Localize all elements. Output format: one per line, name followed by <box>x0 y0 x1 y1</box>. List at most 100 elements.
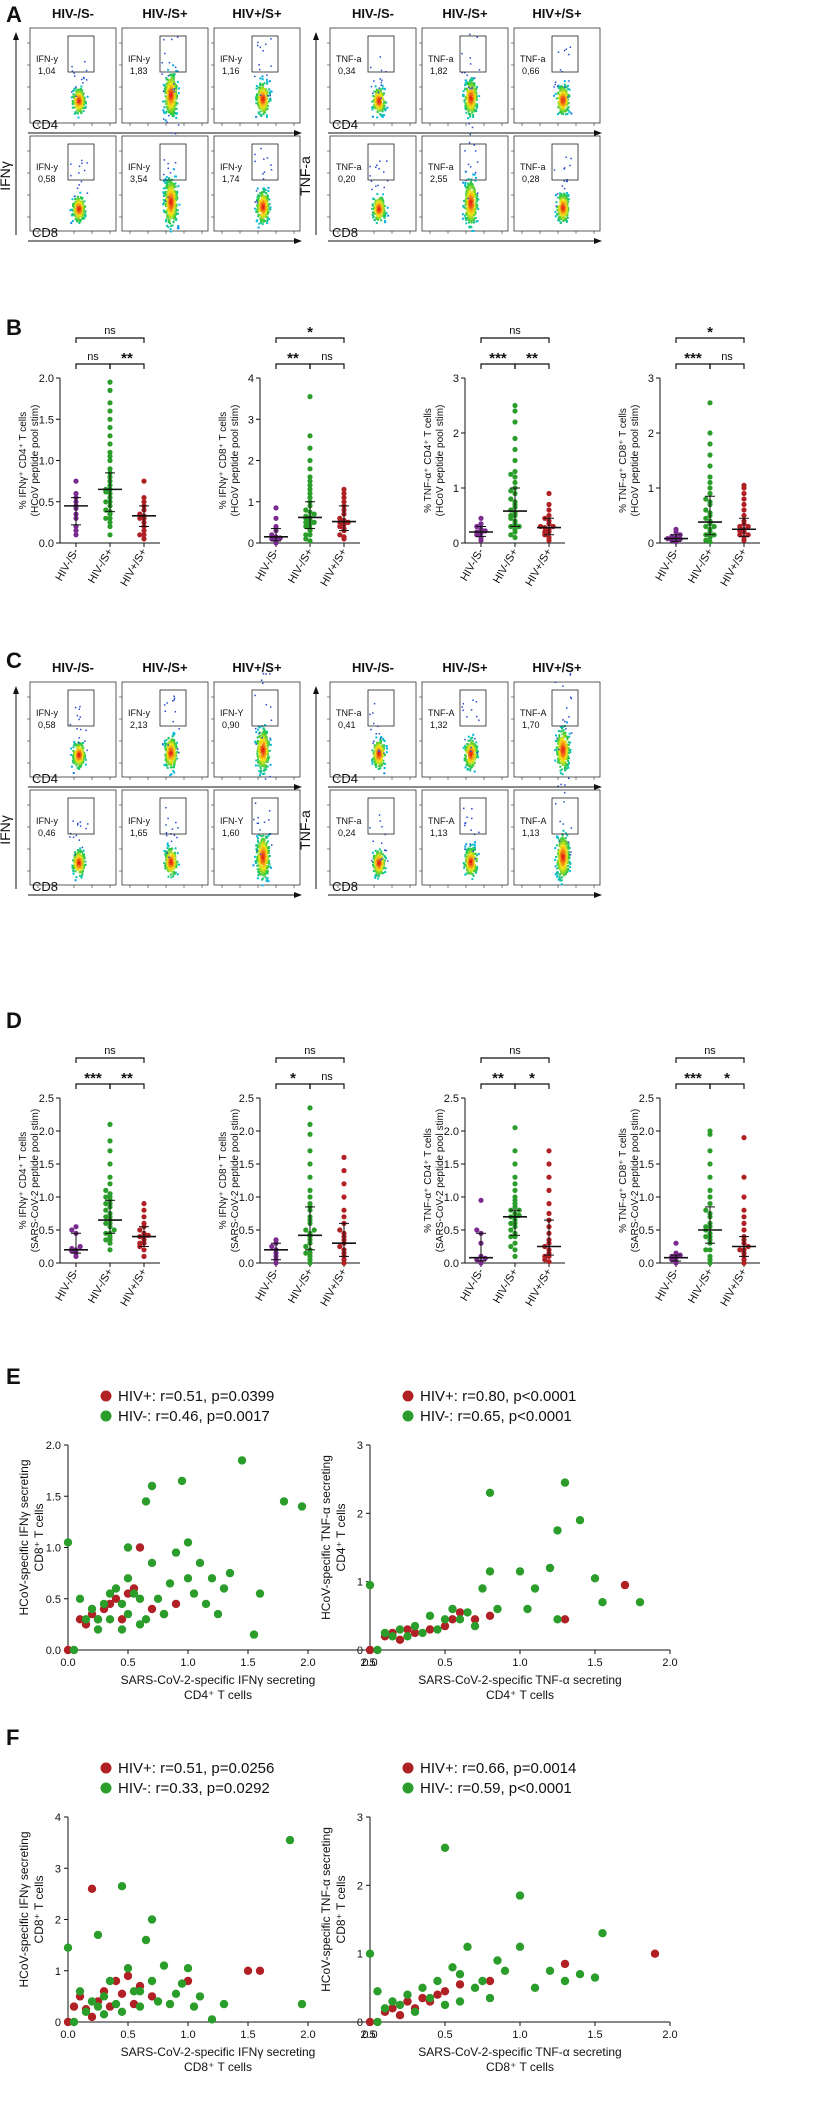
event-dot <box>471 78 474 81</box>
event-dot <box>81 873 84 876</box>
event-dot <box>470 96 473 99</box>
event-dot <box>258 733 260 735</box>
event-dot <box>558 104 561 107</box>
event-dot <box>558 217 561 220</box>
plot-frame <box>121 789 209 886</box>
panel-label-d: D <box>6 1008 22 1033</box>
event-dot <box>381 84 384 87</box>
gate-label: IFN-y <box>128 816 150 826</box>
event-dot <box>270 169 273 171</box>
event-dot <box>464 96 467 99</box>
event-dot <box>257 41 259 44</box>
event-dot <box>269 673 271 675</box>
event-dot <box>262 682 264 685</box>
gate-percentage: 0,28 <box>522 174 540 184</box>
event-dot <box>477 208 480 211</box>
event-dot <box>465 194 468 197</box>
event-dot <box>258 203 261 206</box>
event-dot <box>473 82 476 85</box>
flow-plot: IFN-y1,04 <box>27 27 117 126</box>
event-dot <box>170 869 173 872</box>
event-dot <box>173 699 175 701</box>
event-dot <box>557 84 560 87</box>
event-dot <box>469 100 472 103</box>
event-dot <box>78 98 81 101</box>
event-dot <box>262 871 265 874</box>
event-dot <box>563 203 566 206</box>
event-dot <box>461 213 464 216</box>
event-dot <box>169 748 172 751</box>
event-dot <box>469 166 472 168</box>
event-dot <box>265 742 268 744</box>
event-dot <box>169 774 172 777</box>
cell-population <box>254 147 273 229</box>
event-dot <box>463 206 466 209</box>
event-dot <box>267 850 270 852</box>
event-dot <box>73 742 76 745</box>
event-dot <box>256 202 259 204</box>
event-dot <box>164 119 167 122</box>
event-dot <box>560 217 563 220</box>
x-axis-label: CD4 <box>32 771 58 786</box>
event-dot <box>370 66 372 69</box>
event-dot <box>165 859 167 862</box>
event-dot <box>265 871 268 874</box>
event-dot <box>375 166 377 168</box>
event-dot <box>174 97 176 100</box>
event-dot <box>268 100 270 103</box>
event-dot <box>259 113 262 116</box>
event-dot <box>263 158 265 160</box>
event-dot <box>265 836 267 839</box>
event-dot <box>176 197 179 200</box>
event-dot <box>75 763 78 766</box>
event-dot <box>173 111 176 114</box>
event-dot <box>261 837 264 840</box>
event-dot <box>176 70 179 73</box>
event-dot <box>471 183 474 186</box>
event-dot <box>478 95 481 98</box>
event-dot <box>565 156 567 158</box>
event-dot <box>172 744 175 747</box>
event-dot <box>70 221 73 224</box>
event-dot <box>567 93 570 96</box>
event-dot <box>376 164 378 167</box>
event-dot <box>473 213 476 216</box>
event-dot <box>256 857 259 860</box>
event-dot <box>265 730 268 733</box>
event-dot <box>262 97 265 100</box>
event-dot <box>170 757 172 760</box>
gate-percentage: 1,65 <box>130 828 148 838</box>
event-dot <box>468 193 471 196</box>
event-dot <box>76 728 78 730</box>
event-dot <box>178 728 180 730</box>
arrow-head-icon <box>294 238 302 244</box>
event-dot <box>173 80 176 83</box>
event-dot <box>263 761 266 764</box>
event-dot <box>169 180 171 183</box>
event-dot <box>258 735 261 738</box>
event-dot <box>165 867 168 870</box>
event-dot <box>382 208 385 211</box>
event-dot <box>371 213 374 216</box>
event-dot <box>164 52 166 55</box>
event-dot <box>82 208 85 211</box>
panel-label-b: B <box>6 315 22 340</box>
event-dot <box>82 857 85 860</box>
event-dot <box>262 109 264 112</box>
gate-percentage: 1,04 <box>38 66 56 76</box>
event-dot <box>567 198 570 201</box>
event-dot <box>75 834 78 837</box>
event-dot <box>77 91 80 94</box>
event-dot <box>173 206 176 209</box>
event-dot <box>169 230 172 233</box>
event-dot <box>165 195 168 198</box>
event-dot <box>562 100 565 103</box>
event-dot <box>262 877 265 880</box>
event-dot <box>563 49 566 52</box>
event-dot <box>371 100 374 103</box>
event-dot <box>469 193 472 196</box>
event-dot <box>461 52 463 55</box>
flow-plot: IFN-Y0,90 <box>211 673 301 780</box>
flow-left: HIV-/S- HIV-/S+ HIV+/S+IFNγIFN-y1,04IFN-y1… <box>0 6 302 244</box>
cell-population <box>162 114 181 233</box>
